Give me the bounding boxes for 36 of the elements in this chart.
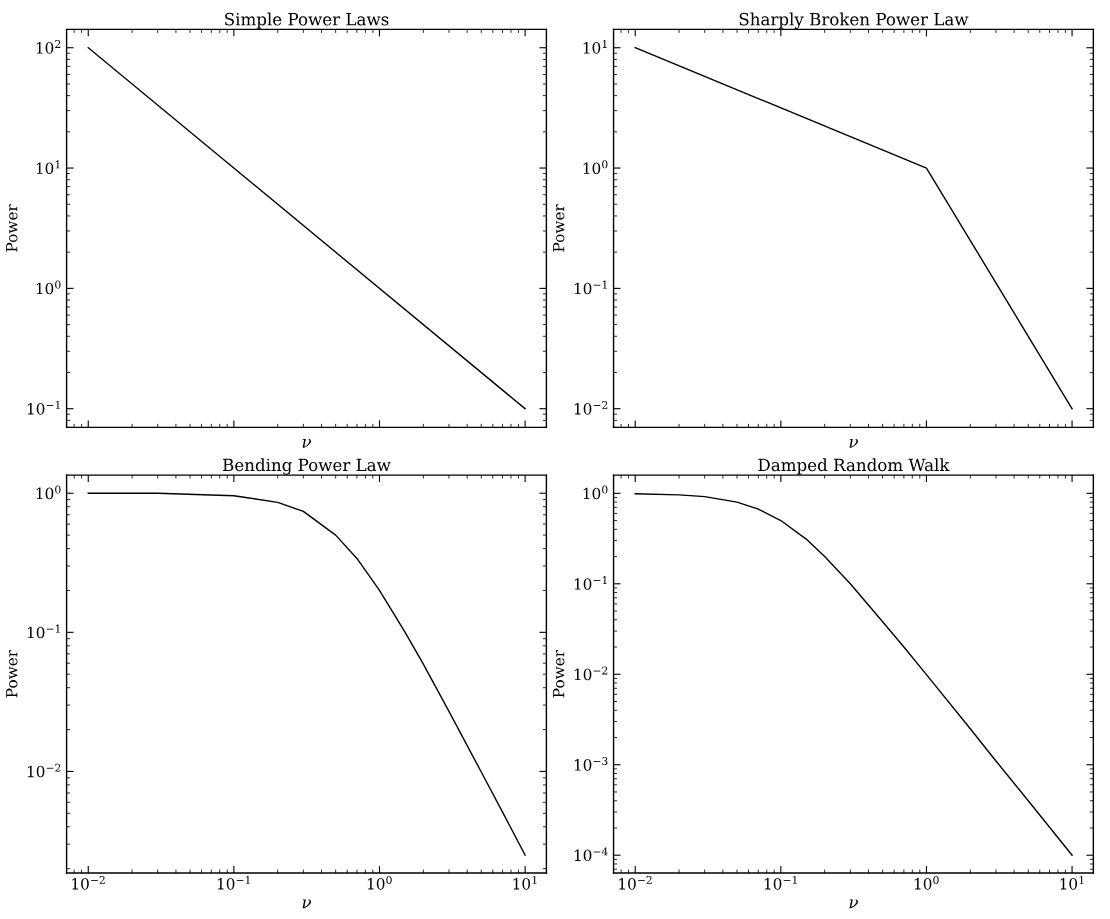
x-tick-label: 10$^{1}$ — [1060, 875, 1084, 890]
y-tick-label: 10$^{−2}$ — [574, 666, 608, 681]
y-tick-label: 10$^{−1}$ — [574, 576, 607, 590]
y-tick-label: 10$^{1}$ — [583, 39, 607, 54]
x-tick-label: 10$^{−1}$ — [217, 875, 250, 890]
chart-title: Damped Random Walk — [758, 458, 950, 475]
y-tick-label: 10$^{−2}$ — [27, 763, 61, 778]
y-tick-label: 10$^{−3}$ — [574, 756, 608, 771]
x-tick-label: 10$^{1}$ — [513, 875, 537, 890]
x-tick-label: 10$^{−2}$ — [72, 875, 105, 890]
chart-title: Simple Power Laws — [225, 12, 389, 29]
y-axis-title: Power — [6, 204, 18, 252]
x-tick-label: 10$^{−2}$ — [619, 875, 652, 890]
y-axis-title: Power — [553, 649, 565, 698]
y-axis-title: Power — [553, 204, 565, 252]
y-tick-label: 10$^{−2}$ — [574, 400, 608, 415]
y-tick-label: 10$^{0}$ — [583, 485, 608, 500]
y-tick-label: 10$^{−1}$ — [574, 280, 607, 295]
y-tick-label: 10$^{0}$ — [36, 485, 61, 500]
y-tick-label: 10$^{0}$ — [583, 160, 608, 174]
chart-title: Bending Power Law — [223, 458, 391, 475]
x-axis-title: ν — [302, 439, 312, 448]
x-tick-label: 10$^{−1}$ — [764, 875, 797, 890]
x-axis-title: ν — [302, 899, 312, 909]
y-tick-label: 10$^{−4}$ — [574, 847, 608, 862]
x-tick-label: 10$^{0}$ — [914, 875, 939, 890]
y-axis-title: Power — [6, 649, 18, 698]
y-tick-label: 10$^{−1}$ — [27, 624, 60, 639]
y-tick-label: 10$^{0}$ — [36, 280, 61, 295]
x-tick-label: 10$^{0}$ — [367, 875, 392, 890]
y-tick-label: 10$^{−1}$ — [27, 400, 60, 415]
y-tick-label: 10$^{2}$ — [36, 39, 61, 54]
x-axis-title: ν — [849, 899, 858, 909]
y-tick-label: 10$^{1}$ — [36, 160, 60, 174]
chart-title: Sharply Broken Power Law — [739, 12, 969, 29]
x-axis-title: ν — [849, 439, 858, 448]
